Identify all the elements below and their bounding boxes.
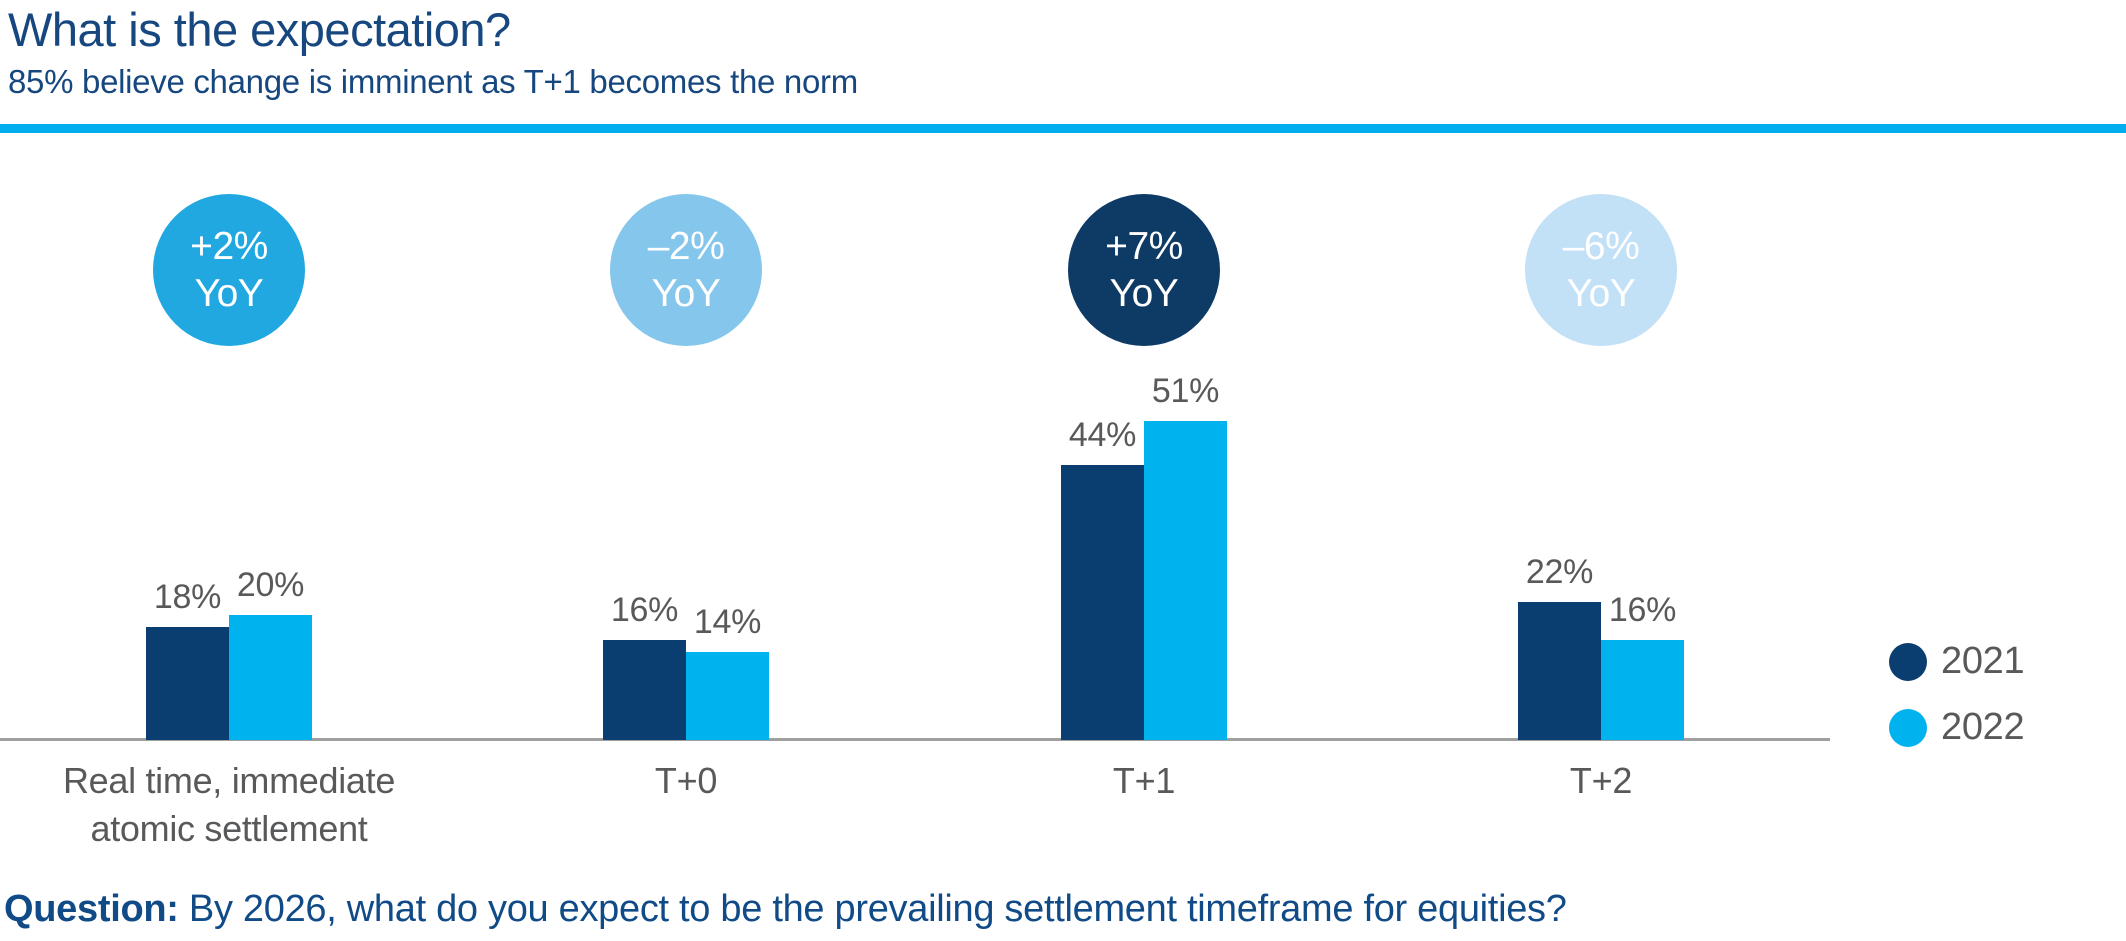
yoy-delta: –2% [647, 225, 725, 268]
category-label-t0: T+0 [654, 760, 718, 801]
bar-value-2021-t0: 16% [610, 591, 679, 629]
category-label-t1: T+1 [1112, 760, 1176, 801]
bar-2022-t1 [1144, 421, 1227, 740]
bar-2021-realtime [146, 627, 229, 740]
yoy-unit: YoY [1109, 272, 1179, 315]
bar-value-2021-t1: 44% [1068, 416, 1137, 454]
bar-2022-realtime [229, 615, 312, 740]
bar-value-2022-t2: 16% [1608, 591, 1677, 629]
yoy-delta: –6% [1562, 225, 1640, 268]
yoy-delta: +2% [190, 225, 268, 268]
accent-divider [0, 124, 2126, 133]
x-axis-line [0, 738, 1830, 741]
bar-value-2022-realtime: 20% [236, 566, 305, 604]
question-footer: Question: By 2026, what do you expect to… [4, 886, 1567, 932]
bar-2021-t1 [1061, 465, 1144, 740]
category-label-realtime: Real time, immediate atomic settlement [62, 760, 396, 849]
legend-label-2022: 2022 [1941, 706, 2025, 748]
yoy-badge-t1: +7% YoY [1068, 194, 1220, 346]
legend-label-2021: 2021 [1941, 640, 2025, 682]
yoy-delta: +7% [1105, 225, 1183, 268]
bar-2022-t0 [686, 652, 769, 740]
category-label-t2: T+2 [1569, 760, 1633, 801]
yoy-badge-realtime: +2% YoY [153, 194, 305, 346]
page-subtitle: 85% believe change is imminent as T+1 be… [8, 63, 858, 100]
legend-swatch-2022-icon [1889, 708, 1927, 747]
yoy-unit: YoY [194, 272, 264, 315]
bar-value-2021-t2: 22% [1525, 553, 1594, 591]
question-text: By 2026, what do you expect to be the pr… [188, 888, 1567, 930]
yoy-badge-t2: –6% YoY [1525, 194, 1677, 346]
legend-item-2021: 2021 [1889, 640, 2025, 683]
page-title: What is the expectation? [8, 3, 511, 56]
yoy-unit: YoY [1566, 272, 1636, 315]
legend-item-2022: 2022 [1889, 706, 2025, 749]
yoy-unit: YoY [651, 272, 721, 315]
bar-value-2022-t0: 14% [693, 603, 762, 641]
legend: 2021 2022 [1889, 640, 2025, 749]
bar-2022-t2 [1601, 640, 1684, 740]
legend-swatch-2021-icon [1889, 642, 1927, 681]
bar-value-2022-t1: 51% [1151, 372, 1220, 410]
bar-value-2021-realtime: 18% [153, 578, 222, 616]
yoy-badge-t0: –2% YoY [610, 194, 762, 346]
bar-2021-t0 [603, 640, 686, 740]
question-prefix: Question: [4, 888, 179, 930]
bar-2021-t2 [1518, 602, 1601, 740]
